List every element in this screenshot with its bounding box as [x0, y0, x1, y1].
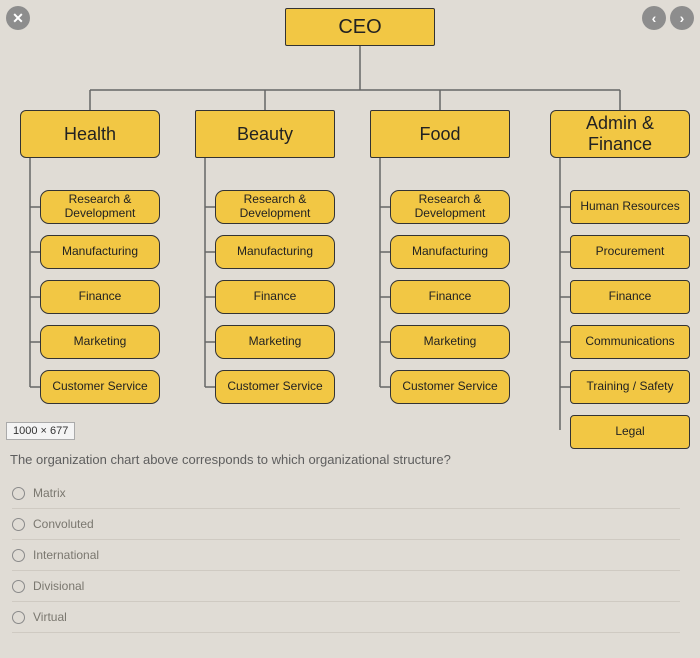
org-sub-food-2: Finance [390, 280, 510, 314]
image-dims-badge: 1000 × 677 [6, 422, 75, 440]
org-sub-health-3: Marketing [40, 325, 160, 359]
org-sub-health-1: Manufacturing [40, 235, 160, 269]
org-sub-beauty-0: Research & Development [215, 190, 335, 224]
answer-option-2[interactable]: International [12, 540, 680, 571]
org-sub-beauty-2: Finance [215, 280, 335, 314]
radio-icon [12, 518, 25, 531]
dims-text: 1000 × 677 [13, 425, 68, 437]
org-sub-admin-3: Communications [570, 325, 690, 359]
org-sub-beauty-1: Manufacturing [215, 235, 335, 269]
answer-label: International [33, 548, 99, 562]
org-sub-admin-0: Human Resources [570, 190, 690, 224]
answer-option-0[interactable]: Matrix [12, 478, 680, 509]
org-sub-food-4: Customer Service [390, 370, 510, 404]
prev-glyph: ‹ [652, 10, 657, 26]
radio-icon [12, 487, 25, 500]
answer-label: Convoluted [33, 517, 94, 531]
radio-icon [12, 549, 25, 562]
org-division-health: Health [20, 110, 160, 158]
org-sub-beauty-3: Marketing [215, 325, 335, 359]
next-glyph: › [680, 10, 685, 26]
org-sub-beauty-4: Customer Service [215, 370, 335, 404]
org-sub-admin-5: Legal [570, 415, 690, 449]
org-sub-food-3: Marketing [390, 325, 510, 359]
answer-option-1[interactable]: Convoluted [12, 509, 680, 540]
org-sub-admin-1: Procurement [570, 235, 690, 269]
answer-label: Divisional [33, 579, 84, 593]
answer-option-3[interactable]: Divisional [12, 571, 680, 602]
org-root: CEO [285, 8, 435, 46]
radio-icon [12, 580, 25, 593]
close-glyph: ✕ [12, 10, 24, 27]
answer-option-4[interactable]: Virtual [12, 602, 680, 633]
answer-options: Matrix Convoluted International Divisional V… [12, 478, 680, 633]
org-sub-health-0: Research & Development [40, 190, 160, 224]
org-sub-admin-4: Training / Safety [570, 370, 690, 404]
org-sub-food-1: Manufacturing [390, 235, 510, 269]
org-sub-admin-2: Finance [570, 280, 690, 314]
org-sub-health-4: Customer Service [40, 370, 160, 404]
org-division-food: Food [370, 110, 510, 158]
question-text: The organization chart above corresponds… [10, 452, 451, 467]
answer-label: Matrix [33, 486, 66, 500]
radio-icon [12, 611, 25, 624]
chevron-right-icon[interactable]: › [670, 6, 694, 30]
org-sub-health-2: Finance [40, 280, 160, 314]
quiz-canvas: ✕ ‹ › CEO Health Research & Development Man… [0, 0, 700, 658]
org-sub-food-0: Research & Development [390, 190, 510, 224]
close-icon[interactable]: ✕ [6, 6, 30, 30]
org-division-admin: Admin & Finance [550, 110, 690, 158]
org-division-beauty: Beauty [195, 110, 335, 158]
answer-label: Virtual [33, 610, 67, 624]
chevron-left-icon[interactable]: ‹ [642, 6, 666, 30]
